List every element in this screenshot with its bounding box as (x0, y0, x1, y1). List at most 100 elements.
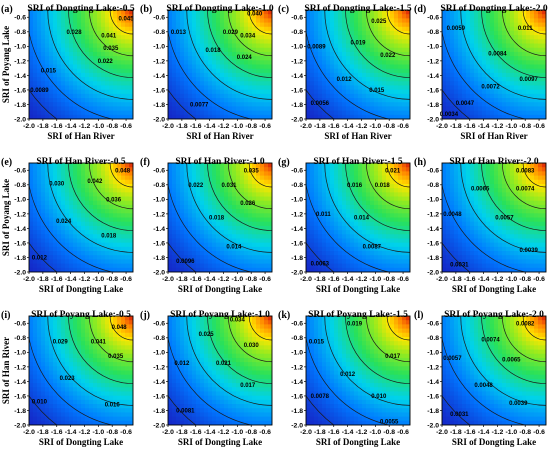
heat-cell (228, 60, 233, 66)
heat-cell (121, 106, 126, 112)
heat-cell (180, 18, 185, 24)
heat-cell (208, 18, 213, 24)
heat-cell (498, 93, 503, 99)
heat-cell (109, 238, 114, 244)
heat-cell (53, 188, 58, 193)
heat-cell (502, 35, 507, 40)
heat-cell (200, 171, 205, 177)
heat-cell (93, 179, 98, 185)
heat-cell (514, 22, 519, 28)
heat-cell (121, 259, 126, 265)
heat-cell (362, 110, 367, 116)
heat-cell (89, 14, 94, 19)
heat-cell (390, 196, 395, 202)
heat-cell (33, 60, 38, 66)
heat-cell (330, 51, 335, 57)
heat-cell (212, 98, 217, 103)
heat-cell (168, 22, 173, 28)
heat-cell (454, 102, 459, 108)
heat-cell (498, 51, 503, 57)
heat-cell (101, 209, 106, 214)
heat-cell (474, 93, 479, 99)
heat-cell (216, 221, 221, 227)
heat-cell (482, 56, 487, 61)
heat-cell (61, 85, 66, 91)
heat-cell (240, 234, 245, 240)
heat-cell (454, 18, 459, 24)
heat-cell (252, 267, 257, 272)
heat-cell (216, 267, 221, 272)
heat-cell (192, 188, 197, 193)
heat-cell (196, 267, 201, 272)
heat-cell (236, 47, 241, 53)
heat-cell (236, 175, 241, 181)
heat-cell (390, 234, 395, 240)
heat-cell (125, 217, 130, 223)
heat-cell (322, 183, 327, 189)
heat-cell (306, 230, 311, 235)
heat-cell (362, 10, 367, 15)
heat-cell (176, 238, 181, 244)
heat-cell (49, 89, 54, 95)
heat-cell (526, 110, 531, 116)
heat-cell (402, 10, 407, 15)
heat-cell (168, 14, 173, 19)
heat-cell (342, 81, 347, 87)
heat-cell (97, 196, 102, 202)
heat-cell (378, 188, 383, 193)
heat-cell (37, 163, 42, 168)
heat-cell (53, 183, 58, 189)
heat-cell (330, 102, 335, 108)
heat-cell (57, 81, 62, 87)
heat-cell (89, 234, 94, 240)
heat-cell (256, 72, 261, 78)
heat-cell (200, 110, 205, 116)
heat-cell (470, 114, 475, 119)
heat-cell (390, 188, 395, 193)
heat-cell (354, 18, 359, 24)
heat-cell (310, 43, 315, 49)
heat-cell (256, 68, 261, 74)
heat-cell (326, 230, 331, 235)
heat-cell (41, 213, 46, 219)
contour-line (460, 10, 546, 100)
heat-cell (490, 39, 495, 45)
heat-cell (184, 18, 189, 24)
heat-cell (374, 93, 379, 99)
heat-cell (338, 175, 343, 181)
heat-cell (192, 267, 197, 272)
heat-cell (326, 43, 331, 49)
heat-cell (346, 255, 351, 261)
heat-cell (244, 114, 249, 119)
heat-cell (534, 30, 539, 36)
heat-cell (398, 234, 403, 240)
heat-cell (184, 209, 189, 214)
heat-cell (49, 43, 54, 49)
heat-cell (117, 22, 122, 28)
heat-cell (378, 246, 383, 252)
heat-cell (268, 221, 272, 227)
heat-cell (168, 251, 173, 256)
heat-cell (470, 89, 475, 95)
heat-cell (466, 98, 471, 103)
heat-cell (534, 110, 539, 116)
heat-cell (314, 238, 319, 244)
heat-cell (224, 242, 229, 248)
heat-cell (37, 81, 42, 87)
heat-cell (208, 217, 213, 223)
heat-cell (354, 188, 359, 193)
heat-cell (382, 56, 387, 61)
heat-cell (77, 64, 82, 70)
heat-cell (346, 196, 351, 202)
heat-cell (370, 35, 375, 40)
heat-cell (33, 259, 38, 265)
heat-cell (41, 251, 46, 256)
heat-cell (338, 246, 343, 252)
heat-cell (342, 14, 347, 19)
heat-cell (29, 209, 34, 214)
heat-cell (117, 43, 122, 49)
heat-cell (93, 196, 98, 202)
heat-cell (49, 72, 54, 78)
heat-cell (474, 35, 479, 40)
heat-cell (256, 230, 261, 235)
